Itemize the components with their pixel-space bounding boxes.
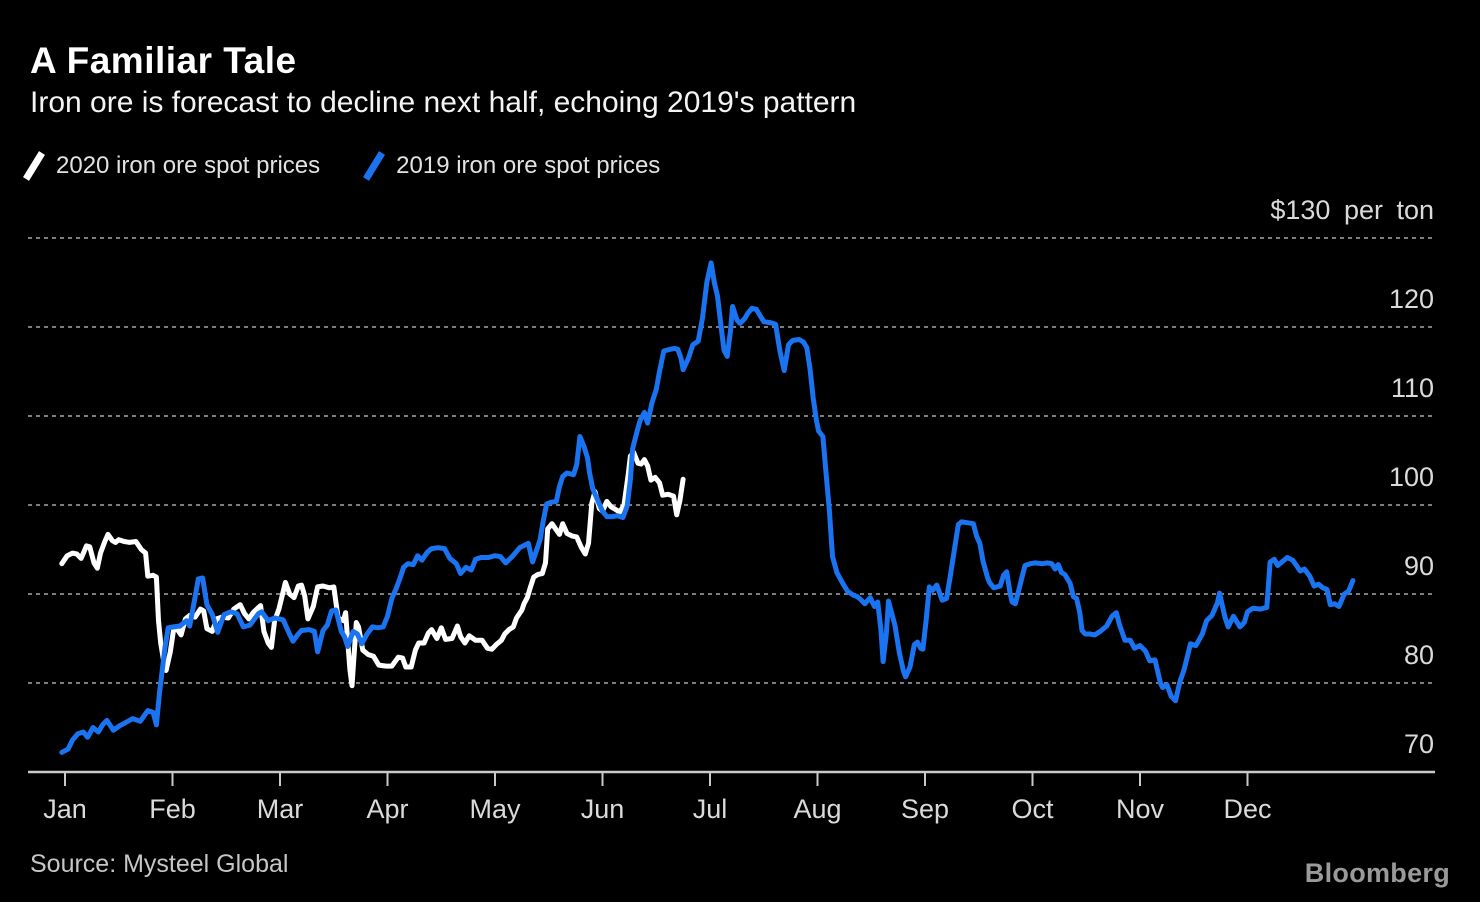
legend-item-2020: 2020 iron ore spot prices xyxy=(22,150,320,182)
y-tick-label-90: 90 xyxy=(1403,551,1434,581)
x-tick-label-Jul: Jul xyxy=(692,794,728,824)
x-tick-label-Nov: Nov xyxy=(1115,794,1164,824)
legend-label-2019: 2019 iron ore spot prices xyxy=(396,152,661,179)
source-note: Source: Mysteel Global xyxy=(30,850,289,878)
x-tick-label-Oct: Oct xyxy=(1011,794,1054,824)
slash-icon xyxy=(23,151,45,181)
slash-icon xyxy=(363,151,386,181)
y-tick-label-70: 70 xyxy=(1403,729,1434,759)
y-tick-label-120: 120 xyxy=(1388,284,1434,314)
x-tick-label-Feb: Feb xyxy=(149,794,196,824)
legend-label-2020: 2020 iron ore spot prices xyxy=(56,152,321,179)
x-tick-label-Dec: Dec xyxy=(1223,794,1272,824)
x-tick-label-Mar: Mar xyxy=(256,794,304,824)
x-tick-label-Jan: Jan xyxy=(43,794,87,824)
y-tick-label-130: $130 per ton xyxy=(1270,195,1434,225)
x-tick-label-Aug: Aug xyxy=(793,794,842,824)
y-tick-label-110: 110 xyxy=(1390,373,1434,403)
chart-title: A Familiar Tale xyxy=(30,40,297,81)
x-tick-label-Apr: Apr xyxy=(366,794,409,824)
y-tick-label-100: 100 xyxy=(1388,462,1434,492)
series-line-2020 xyxy=(59,450,686,689)
series-line-2019 xyxy=(59,260,1356,755)
x-tick-label-Sep: Sep xyxy=(900,794,950,824)
bloomberg-logo: Bloomberg xyxy=(1304,858,1450,888)
legend-item-2019: 2019 iron ore spot prices xyxy=(362,150,660,182)
x-tick-label-May: May xyxy=(469,794,521,824)
chart-legend: 2020 iron ore spot prices 2019 iron ore … xyxy=(22,150,688,182)
chart-subtitle: Iron ore is forecast to decline next hal… xyxy=(30,86,857,119)
x-tick-label-Jun: Jun xyxy=(580,794,625,824)
y-tick-label-80: 80 xyxy=(1403,640,1434,670)
